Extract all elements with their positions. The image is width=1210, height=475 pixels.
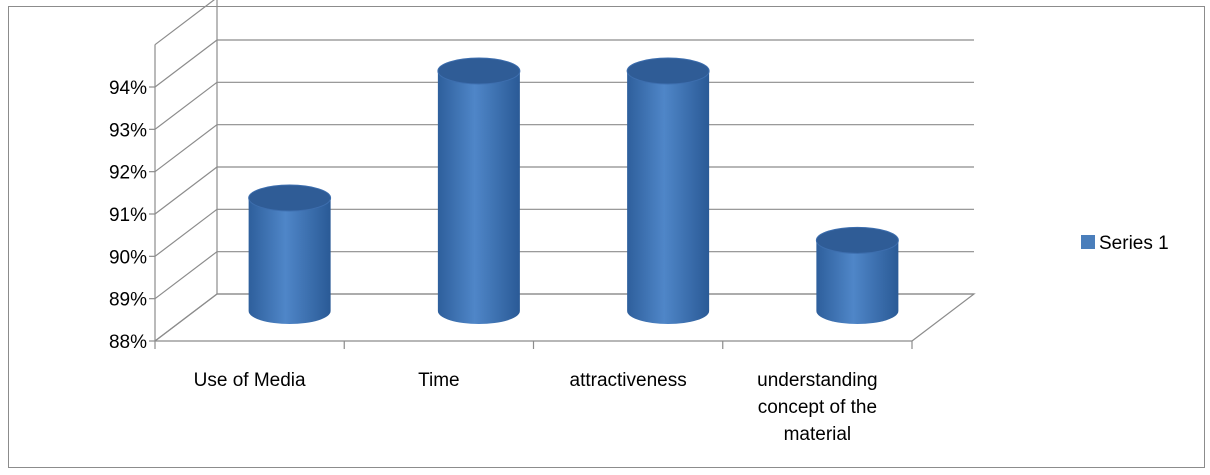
y-tick-label: 93% [109, 120, 147, 141]
bar-body [816, 240, 899, 325]
category-label: Use of Media [194, 370, 306, 391]
y-tick-label: 88% [109, 332, 147, 353]
category-label: Time [418, 370, 460, 391]
bars [248, 57, 899, 325]
y-tick-label: 91% [109, 205, 147, 226]
y-tick-label: 89% [109, 290, 147, 311]
chart-frame [8, 6, 1205, 468]
gridline-side [154, 293, 218, 342]
category-label: understanding [757, 370, 877, 391]
gridline-side [154, 81, 218, 130]
y-axis-ticks: 88% 89% 90% 91% 92% 93% 94% [109, 44, 156, 353]
bar-top [437, 57, 521, 85]
bar-body [437, 71, 520, 325]
bar [815, 226, 899, 325]
category-label: concept of the [758, 397, 877, 418]
bar [248, 184, 332, 325]
category-label: attractiveness [570, 370, 687, 391]
legend-swatch [1081, 235, 1095, 249]
y-tick-label: 92% [109, 163, 147, 184]
category-labels: Use of Media Time attractiveness understand… [194, 370, 878, 445]
bar [437, 57, 521, 325]
category-label: material [784, 424, 852, 445]
legend: Series 1 [1081, 233, 1169, 254]
gridline-side [154, 39, 218, 88]
gridline-side [154, 124, 218, 173]
bar-body [627, 71, 710, 324]
gridline-side [154, 208, 218, 257]
gridline-side [154, 0, 215, 46]
gridline-side [154, 166, 218, 215]
gridlines [154, 0, 974, 342]
x-axis [154, 340, 913, 349]
bar-top [815, 226, 899, 254]
bar-top [626, 57, 710, 85]
y-tick-label: 94% [109, 78, 147, 99]
bar-top [248, 184, 332, 212]
legend-label: Series 1 [1099, 233, 1169, 254]
bar [626, 57, 710, 324]
bar-body [248, 198, 331, 325]
y-tick-label: 90% [109, 247, 147, 268]
gridline-side [154, 251, 218, 300]
